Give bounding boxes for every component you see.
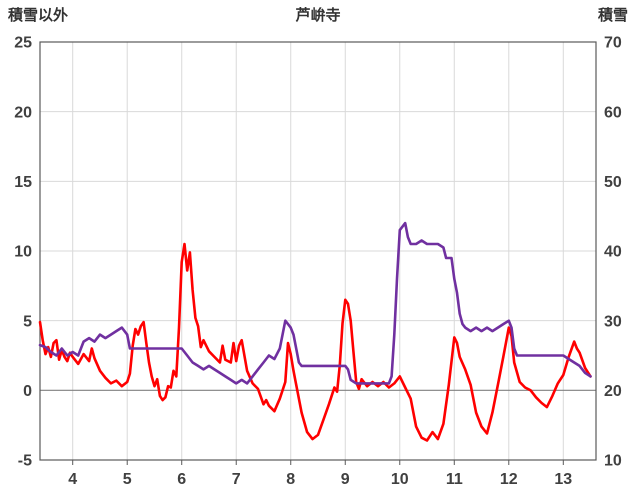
series-line-red xyxy=(38,242,592,442)
y-right-tick-label: 10 xyxy=(604,453,622,470)
x-tick-label: 5 xyxy=(123,471,132,488)
right-axis-title: 積雪 xyxy=(597,7,628,24)
y-right-tick-label: 30 xyxy=(604,313,622,330)
y-left-tick-label: 0 xyxy=(23,383,32,400)
x-tick-label: 6 xyxy=(177,471,186,488)
y-left-tick-label: 5 xyxy=(23,313,32,330)
series-line-purple xyxy=(38,221,592,385)
left-axis-title: 積雪以外 xyxy=(8,7,69,24)
y-right-tick-label: 60 xyxy=(604,104,622,121)
y-right-tick-label: 40 xyxy=(604,244,622,261)
x-tick-label: 11 xyxy=(446,471,463,488)
x-tick-label: 10 xyxy=(391,471,409,488)
y-right-tick-label: 20 xyxy=(604,383,622,400)
x-tick-label: 4 xyxy=(68,471,77,488)
chart-title: 芦峅寺 xyxy=(295,7,341,24)
x-tick-label: 9 xyxy=(341,471,350,488)
y-left-tick-label: 10 xyxy=(14,244,32,261)
y-left-tick-label: 25 xyxy=(14,35,32,52)
y-left-tick-label: 20 xyxy=(14,104,32,121)
x-tick-label: 13 xyxy=(554,471,572,488)
y-right-tick-label: 50 xyxy=(604,174,622,191)
y-left-tick-label: -5 xyxy=(18,453,32,470)
y-left-tick-label: 15 xyxy=(14,174,32,191)
x-tick-label: 7 xyxy=(232,471,241,488)
y-right-tick-label: 70 xyxy=(604,35,622,52)
plot-border xyxy=(39,41,597,461)
x-tick-label: 8 xyxy=(286,471,295,488)
x-tick-label: 12 xyxy=(500,471,518,488)
